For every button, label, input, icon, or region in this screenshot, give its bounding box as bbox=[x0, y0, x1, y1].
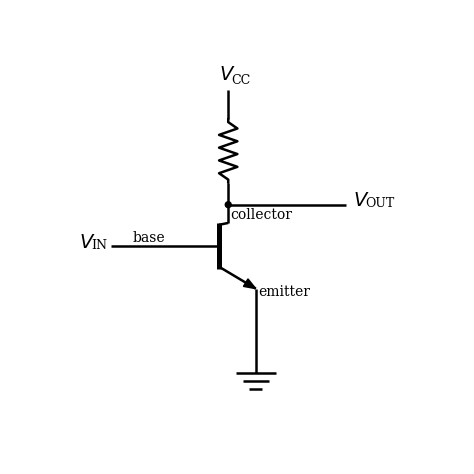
Polygon shape bbox=[244, 279, 256, 289]
Text: CC: CC bbox=[231, 74, 250, 87]
Text: IN: IN bbox=[91, 239, 108, 252]
Text: base: base bbox=[132, 231, 165, 245]
Text: $V$: $V$ bbox=[80, 234, 96, 252]
Text: $V$: $V$ bbox=[219, 66, 236, 84]
Text: $V$: $V$ bbox=[353, 192, 370, 210]
Text: emitter: emitter bbox=[259, 285, 311, 299]
Text: collector: collector bbox=[230, 208, 292, 222]
Circle shape bbox=[225, 202, 231, 208]
Text: OUT: OUT bbox=[365, 197, 394, 210]
